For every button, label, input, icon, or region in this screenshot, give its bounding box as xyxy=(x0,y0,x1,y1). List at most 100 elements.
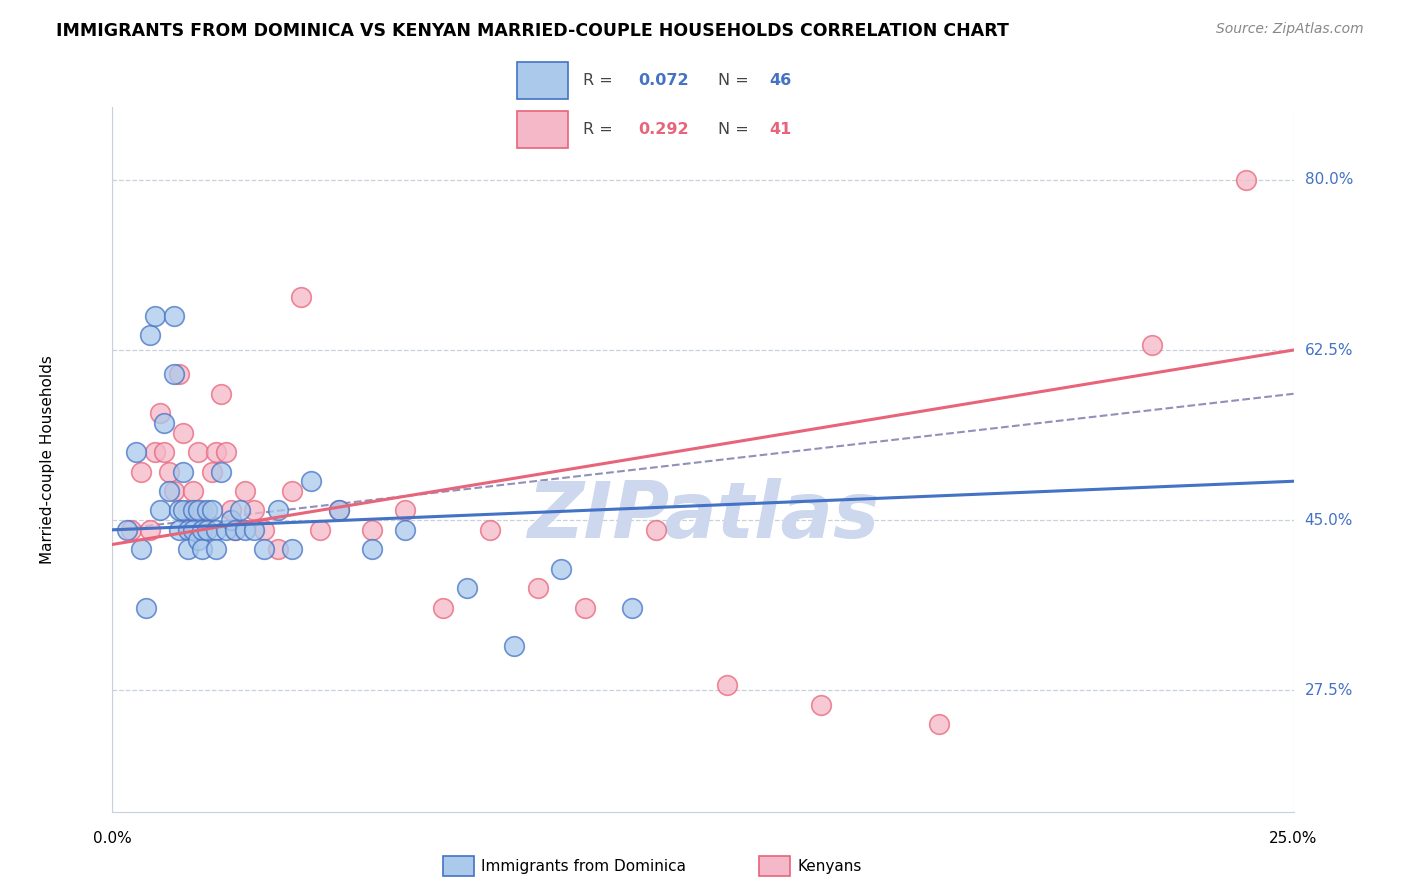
Point xyxy=(394,503,416,517)
Point xyxy=(456,581,478,595)
Point xyxy=(191,542,214,557)
Point xyxy=(928,717,950,731)
Point xyxy=(125,445,148,459)
Text: 25.0%: 25.0% xyxy=(1270,831,1317,847)
Text: N =: N = xyxy=(718,122,754,137)
Point xyxy=(290,289,312,303)
Point xyxy=(205,523,228,537)
Point xyxy=(201,503,224,517)
Point xyxy=(177,503,200,517)
Text: Immigrants from Dominica: Immigrants from Dominica xyxy=(481,859,686,873)
Point xyxy=(191,523,214,537)
Point xyxy=(526,581,548,595)
Point xyxy=(243,503,266,517)
Point xyxy=(120,523,142,537)
Point xyxy=(186,533,208,547)
Point xyxy=(550,562,572,576)
Point xyxy=(810,698,832,712)
Point xyxy=(253,542,276,557)
Point xyxy=(177,542,200,557)
Point xyxy=(172,503,194,517)
Text: Kenyans: Kenyans xyxy=(797,859,862,873)
Point xyxy=(1140,338,1163,352)
Point xyxy=(224,523,246,537)
Text: N =: N = xyxy=(718,72,754,87)
Text: 27.5%: 27.5% xyxy=(1305,682,1353,698)
Point xyxy=(167,503,190,517)
Text: IMMIGRANTS FROM DOMINICA VS KENYAN MARRIED-COUPLE HOUSEHOLDS CORRELATION CHART: IMMIGRANTS FROM DOMINICA VS KENYAN MARRI… xyxy=(56,22,1010,40)
Point xyxy=(163,483,186,498)
Point xyxy=(716,678,738,692)
Text: R =: R = xyxy=(583,72,617,87)
Point xyxy=(215,523,238,537)
Point xyxy=(233,483,256,498)
Point xyxy=(328,503,350,517)
Point xyxy=(281,483,304,498)
Point xyxy=(253,523,276,537)
Point xyxy=(139,523,162,537)
Text: 62.5%: 62.5% xyxy=(1305,343,1353,358)
Point xyxy=(157,465,180,479)
Point xyxy=(163,368,186,382)
Point xyxy=(195,523,218,537)
Point xyxy=(479,523,502,537)
Point xyxy=(129,542,152,557)
Point xyxy=(394,523,416,537)
Text: 0.0%: 0.0% xyxy=(93,831,132,847)
Text: ZIPatlas: ZIPatlas xyxy=(527,478,879,554)
Point xyxy=(1234,173,1257,187)
Point xyxy=(267,503,290,517)
Point xyxy=(181,483,204,498)
Point xyxy=(157,483,180,498)
Point xyxy=(644,523,666,537)
Text: 41: 41 xyxy=(769,122,792,137)
FancyBboxPatch shape xyxy=(517,111,568,148)
Point xyxy=(167,523,190,537)
Point xyxy=(181,523,204,537)
Point xyxy=(432,600,454,615)
Point xyxy=(153,445,176,459)
Point xyxy=(281,542,304,557)
Point xyxy=(267,542,290,557)
Point xyxy=(195,523,218,537)
Point xyxy=(181,503,204,517)
Text: 45.0%: 45.0% xyxy=(1305,513,1353,528)
Point xyxy=(201,465,224,479)
Point xyxy=(163,309,186,323)
Point xyxy=(153,416,176,430)
Point xyxy=(167,368,190,382)
Point xyxy=(129,465,152,479)
Point xyxy=(135,600,157,615)
Point xyxy=(229,503,252,517)
Point xyxy=(574,600,596,615)
FancyBboxPatch shape xyxy=(517,62,568,99)
Point xyxy=(143,309,166,323)
Point xyxy=(361,542,384,557)
Point xyxy=(215,445,238,459)
Text: Married-couple Households: Married-couple Households xyxy=(39,355,55,564)
Point xyxy=(172,465,194,479)
Text: 0.072: 0.072 xyxy=(638,72,689,87)
Point xyxy=(233,523,256,537)
Text: 80.0%: 80.0% xyxy=(1305,172,1353,187)
Point xyxy=(139,328,162,343)
Point xyxy=(209,386,232,401)
Point xyxy=(205,542,228,557)
Point xyxy=(621,600,644,615)
Text: 46: 46 xyxy=(769,72,792,87)
Point xyxy=(149,406,172,420)
Point xyxy=(224,523,246,537)
Point xyxy=(149,503,172,517)
Point xyxy=(143,445,166,459)
Point xyxy=(115,523,138,537)
Point xyxy=(219,513,242,527)
Text: 0.292: 0.292 xyxy=(638,122,689,137)
Point xyxy=(361,523,384,537)
Point xyxy=(177,523,200,537)
Point xyxy=(328,503,350,517)
Point xyxy=(243,523,266,537)
Text: Source: ZipAtlas.com: Source: ZipAtlas.com xyxy=(1216,22,1364,37)
Point xyxy=(186,445,208,459)
Point xyxy=(172,425,194,440)
Point xyxy=(219,503,242,517)
